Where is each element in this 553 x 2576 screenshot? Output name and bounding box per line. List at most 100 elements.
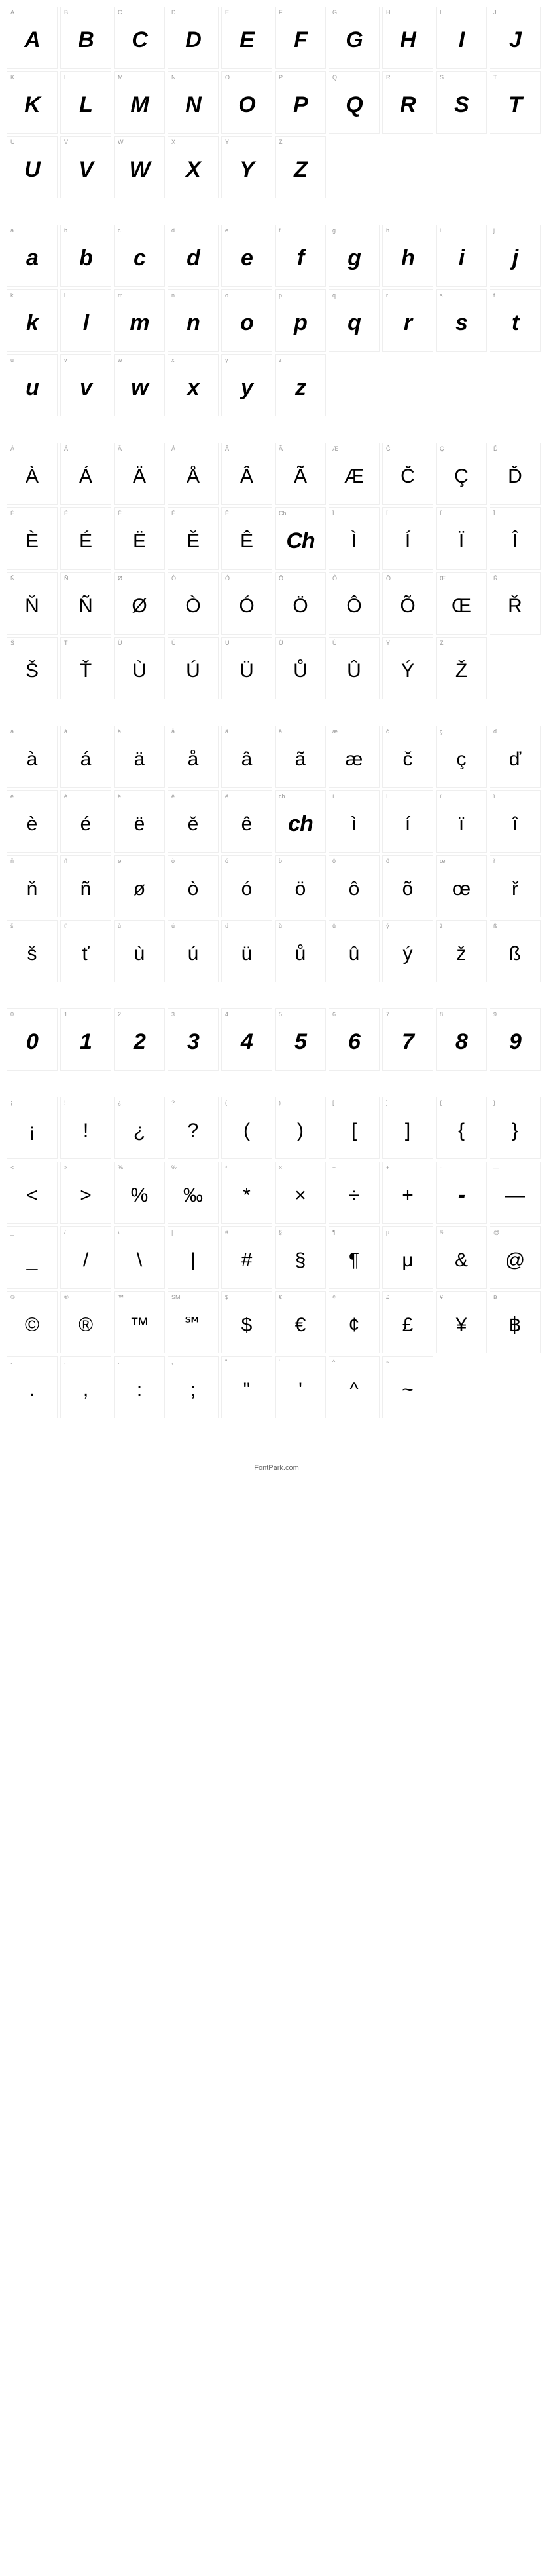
glyph-char: ú — [188, 943, 199, 965]
glyph-label: x — [171, 357, 175, 363]
glyph-label: Q — [332, 74, 337, 81]
glyph-cell: ÒÒ — [168, 572, 219, 635]
glyph-cell: ÚÚ — [168, 637, 219, 699]
glyph-char: č — [403, 748, 413, 771]
glyph-char: + — [402, 1185, 414, 1207]
glyph-char: á — [80, 748, 92, 771]
glyph-cell: ŮŮ — [275, 637, 326, 699]
glyph-cell: XX — [168, 136, 219, 198]
glyph-char: Ů — [293, 660, 308, 682]
glyph-cell: ww — [114, 354, 165, 416]
glyph-label: \ — [118, 1229, 120, 1236]
glyph-label: Ö — [279, 575, 283, 581]
glyph-cell: ii — [436, 225, 487, 287]
glyph-char: ¢ — [349, 1314, 360, 1336]
glyph-cell: \\ — [114, 1226, 165, 1289]
glyph-cell: ôô — [329, 855, 380, 917]
glyph-cell: ÌÌ — [329, 507, 380, 570]
glyph-label: ê — [225, 793, 228, 800]
glyph-cell: || — [168, 1226, 219, 1289]
glyph-char: d — [187, 246, 200, 271]
glyph-label: a — [10, 227, 14, 234]
glyph-cell: ŠŠ — [7, 637, 58, 699]
glyph-cell: KK — [7, 71, 58, 134]
glyph-label: ã — [279, 728, 282, 735]
glyph-char: j — [512, 246, 518, 271]
glyph-char: k — [26, 310, 38, 336]
glyph-cell: ÑÑ — [60, 572, 111, 635]
glyph-label: e — [225, 227, 228, 234]
glyph-cell: :: — [114, 1356, 165, 1418]
glyph-char: û — [349, 943, 360, 965]
glyph-char: ‰ — [183, 1185, 203, 1207]
glyph-char: § — [295, 1249, 306, 1272]
glyph-label: B — [64, 9, 68, 16]
glyph-char: ℠ — [183, 1314, 204, 1336]
glyph-label: V — [64, 139, 68, 145]
glyph-char: z — [295, 375, 306, 401]
glyph-char: ß — [509, 943, 521, 965]
glyph-char: € — [295, 1314, 306, 1336]
glyph-cell: 66 — [329, 1008, 380, 1071]
glyph-char: ô — [349, 878, 360, 900]
glyph-label: Ã — [279, 445, 283, 452]
glyph-cell: ÔÔ — [329, 572, 380, 635]
glyph-char: * — [243, 1185, 251, 1207]
glyph-label: ü — [225, 923, 228, 929]
glyph-char: F — [294, 28, 307, 53]
glyph-cell: ËË — [114, 507, 165, 570]
glyph-cell: MM — [114, 71, 165, 134]
glyph-label: Í — [386, 510, 388, 517]
glyph-cell: >> — [60, 1162, 111, 1224]
glyph-cell: ØØ — [114, 572, 165, 635]
glyph-section: ààááääååââããææččççďďèèééëëěěêêchchììííïï… — [7, 726, 546, 982]
glyph-char: N — [185, 92, 201, 118]
glyph-cell: øø — [114, 855, 165, 917]
glyph-char: [ — [351, 1120, 357, 1142]
glyph-cell: rr — [382, 289, 433, 352]
glyph-char: Ď — [508, 466, 522, 488]
glyph-char: ÷ — [349, 1185, 359, 1207]
glyph-label: ¥ — [440, 1294, 443, 1300]
glyph-char: μ — [402, 1249, 413, 1272]
glyph-cell: ÍÍ — [382, 507, 433, 570]
glyph-char: i — [459, 246, 464, 271]
glyph-cell: éé — [60, 790, 111, 853]
glyph-cell: ©© — [7, 1291, 58, 1353]
glyph-char: v — [80, 375, 92, 401]
glyph-label: # — [225, 1229, 228, 1236]
glyph-char: ® — [79, 1314, 93, 1336]
glyph-char: @ — [505, 1249, 525, 1272]
glyph-char: ê — [241, 813, 253, 836]
glyph-char: J — [509, 28, 521, 53]
glyph-cell: PP — [275, 71, 326, 134]
glyph-label: ) — [279, 1099, 281, 1106]
glyph-label: M — [118, 74, 123, 81]
glyph-label: Ñ — [64, 575, 69, 581]
glyph-cell: ZZ — [275, 136, 326, 198]
glyph-char: ü — [241, 943, 253, 965]
glyph-label: ß — [493, 923, 497, 929]
glyph-label: 2 — [118, 1011, 121, 1018]
glyph-char: © — [25, 1314, 39, 1336]
glyph-cell: II — [436, 7, 487, 69]
glyph-section: ÀÀÁÁÄÄÅÅÂÂÃÃÆÆČČÇÇĎĎÈÈÉÉËËĚĚÊÊChChÌÌÍÍÏÏ… — [7, 443, 546, 699]
glyph-char: ø — [134, 878, 145, 900]
glyph-cell: ++ — [382, 1162, 433, 1224]
glyph-char: Ç — [454, 466, 469, 488]
glyph-char: ö — [295, 878, 306, 900]
glyph-cell: ŘŘ — [490, 572, 541, 635]
glyph-cell: UU — [7, 136, 58, 198]
glyph-label: f — [279, 227, 281, 234]
glyph-label: { — [440, 1099, 442, 1106]
glyph-char: o — [240, 310, 253, 336]
glyph-cell: ]] — [382, 1097, 433, 1159]
glyph-label: ë — [118, 793, 121, 800]
glyph-label: ] — [386, 1099, 388, 1106]
glyph-label: u — [10, 357, 14, 363]
glyph-label: č — [386, 728, 389, 735]
glyph-cell: ÆÆ — [329, 443, 380, 505]
glyph-label: C — [118, 9, 122, 16]
glyph-char: ! — [83, 1120, 88, 1142]
glyph-char: m — [130, 310, 149, 336]
